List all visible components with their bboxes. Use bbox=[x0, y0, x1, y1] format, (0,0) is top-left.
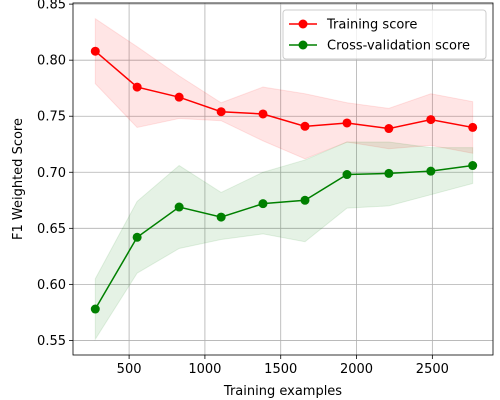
y-tick-label: 0.85 bbox=[37, 0, 66, 13]
legend-box bbox=[282, 9, 487, 60]
training-score-line bbox=[94, 50, 473, 130]
y-tick-label: 0.70 bbox=[37, 166, 66, 181]
grid-lines bbox=[73, 3, 493, 355]
x-tick-label: 2000 bbox=[340, 362, 373, 377]
cv-score-point bbox=[132, 232, 142, 242]
legend-cv-label: Cross-validation score bbox=[327, 39, 470, 54]
cv-score-point bbox=[216, 212, 226, 222]
training-score-point bbox=[426, 115, 436, 125]
training-score-point bbox=[342, 118, 352, 128]
legend-cv-marker bbox=[298, 40, 308, 50]
training-score-point bbox=[90, 46, 100, 56]
cv-score-point bbox=[384, 168, 394, 178]
x-axis-label: Training examples bbox=[223, 384, 342, 399]
cv-score-point bbox=[426, 166, 436, 176]
cv-score-line bbox=[94, 164, 473, 310]
x-tick-label: 500 bbox=[117, 362, 142, 377]
training-score-point bbox=[216, 107, 226, 117]
x-tick-label: 1500 bbox=[264, 362, 297, 377]
data-points bbox=[90, 46, 478, 314]
cv-confidence-band bbox=[94, 141, 474, 342]
y-tick-label: 0.80 bbox=[37, 54, 66, 69]
training-score-point bbox=[174, 92, 184, 102]
y-tick-label: 0.75 bbox=[37, 110, 66, 125]
cv-score-point bbox=[342, 170, 352, 180]
cv-score-point bbox=[300, 195, 310, 205]
x-tick-label: 1000 bbox=[188, 362, 221, 377]
confidence-bands bbox=[94, 17, 474, 342]
cv-score-point bbox=[174, 202, 184, 212]
training-score-point bbox=[468, 122, 478, 132]
training-confidence-band bbox=[94, 17, 474, 160]
series-lines bbox=[94, 50, 473, 310]
cv-score-point bbox=[258, 199, 268, 209]
training-score-point bbox=[300, 121, 310, 131]
plot-frame bbox=[72, 2, 494, 356]
y-tick-label: 0.60 bbox=[37, 278, 66, 293]
y-tick-label: 0.65 bbox=[37, 222, 66, 237]
legend-training-label: Training score bbox=[326, 18, 417, 33]
training-score-point bbox=[258, 109, 268, 119]
legend: Training score Cross-validation score bbox=[282, 9, 487, 60]
training-score-point bbox=[132, 82, 142, 92]
cv-score-point bbox=[90, 304, 100, 314]
x-tick-label: 2500 bbox=[416, 362, 449, 377]
y-axis-label: F1 Weighted Score bbox=[11, 118, 26, 240]
training-score-point bbox=[384, 124, 394, 134]
y-tick-label: 0.55 bbox=[37, 334, 66, 349]
legend-training-marker bbox=[298, 19, 308, 29]
axis-ticks: 500 1000 1500 2000 2500 0.55 0.60 0.65 0.70 0.75 0… bbox=[37, 0, 449, 377]
cv-score-point bbox=[468, 161, 478, 171]
